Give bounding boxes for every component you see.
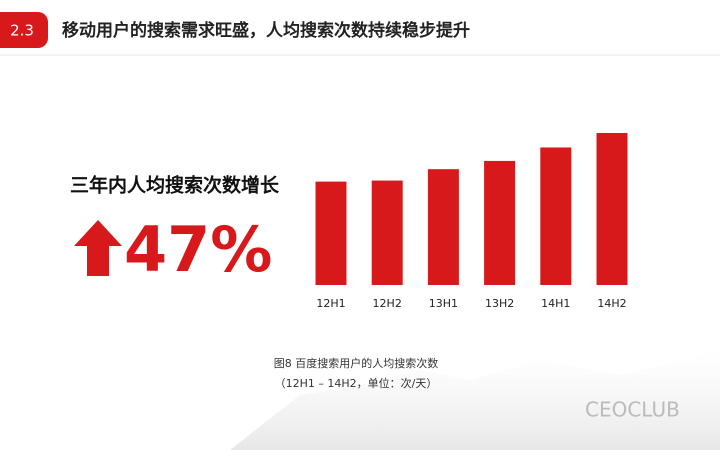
bar bbox=[315, 181, 347, 285]
badge-text: 2.3 bbox=[10, 22, 34, 40]
watermark: CEOCLUB bbox=[585, 398, 680, 422]
x-tick-label: 12H1 bbox=[316, 297, 345, 310]
bar bbox=[540, 147, 572, 285]
caption: 图8 百度搜索用户的人均搜索次数 bbox=[274, 356, 439, 370]
bar bbox=[484, 160, 516, 285]
bar bbox=[427, 169, 459, 285]
slide-title: 移动用户的搜索需求旺盛，人均搜索次数持续稳步提升 bbox=[62, 20, 470, 41]
highlight-value: 47% bbox=[124, 213, 272, 286]
x-tick-label: 13H1 bbox=[429, 297, 458, 310]
x-tick-label: 14H2 bbox=[597, 297, 626, 310]
bar bbox=[371, 180, 403, 285]
x-tick-label: 12H2 bbox=[373, 297, 402, 310]
caption: （12H1 – 14H2，单位：次/天） bbox=[275, 376, 438, 390]
up-arrow bbox=[74, 220, 122, 276]
bar bbox=[596, 133, 628, 285]
highlight-label: 三年内人均搜索次数增长 bbox=[70, 174, 280, 197]
section-badge bbox=[0, 12, 48, 48]
x-tick-label: 14H1 bbox=[541, 297, 570, 310]
x-tick-label: 13H2 bbox=[485, 297, 514, 310]
background-mist bbox=[230, 350, 720, 450]
